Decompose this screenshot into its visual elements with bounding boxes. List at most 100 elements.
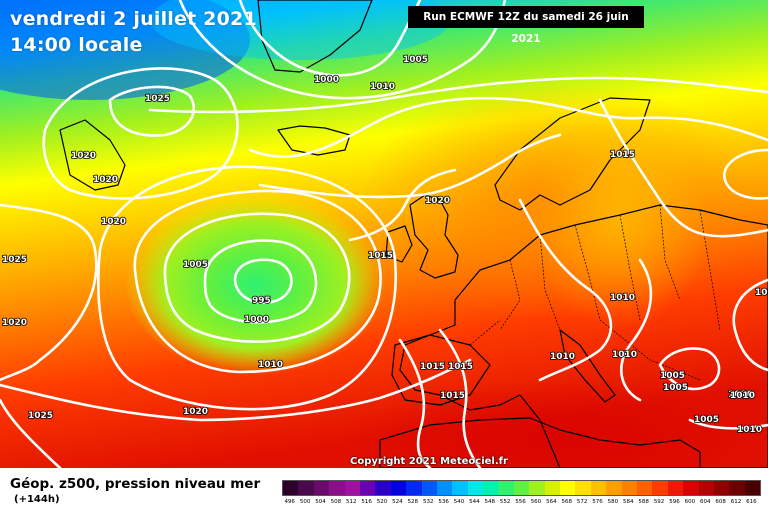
isobar-1015-scandinavia [598,98,768,238]
isobar-label: 995 [252,296,271,306]
color-scale-label: 540 [453,499,465,505]
copyright-notice: Copyright 2021 Meteociel.fr [350,456,508,467]
cold-band-north [150,0,450,60]
color-swatch [683,481,699,495]
color-swatch [729,481,745,495]
color-scale-label: 504 [315,499,326,505]
color-scale-label: 548 [484,499,496,505]
iberia-coast [391,334,491,406]
color-scale-label: 588 [638,499,649,505]
color-scale-label: 564 [546,499,557,505]
color-swatch [375,481,391,495]
isobar-label: 1005 [183,260,208,270]
color-scale-label: 580 [607,499,619,505]
color-swatch [698,481,714,495]
cold-pool-northwest [0,0,250,100]
isobar-label: 1020 [2,318,27,328]
color-scale-label: 508 [330,499,342,505]
color-scale-label: 576 [592,499,603,505]
color-scale-label: 556 [515,499,526,505]
isobar-label: 1010 [258,360,283,370]
iceland-coast [277,125,351,156]
isobar-label: 1015 [440,391,465,401]
color-scale-label: 520 [376,499,388,505]
isobar-label: 1010 [728,390,753,400]
isobar-labels: 1005 1000 1010 1025 1020 1020 1020 1025 1020 1005… [1,54,768,436]
isobar-1005-southeast [688,418,768,430]
color-swatch [621,481,637,495]
isobar-1025-south [0,398,62,468]
color-scale-label: 516 [361,499,372,505]
color-swatch [344,481,360,495]
color-swatch [636,481,653,495]
ireland-coast [385,225,413,263]
color-swatch [452,481,468,495]
isobar-label: 1020 [425,196,450,206]
isobar-label: 1015 [420,362,445,372]
color-swatch [436,481,453,495]
isobar-label: 1005 [694,415,719,425]
color-scale-label: 600 [684,499,696,505]
legend-footer: Géop. z500, pression niveau mer (+144h) … [0,468,768,512]
isobar-label: 1000 [314,75,339,85]
color-swatch [406,481,422,495]
ridge-central-europe [530,110,710,330]
isobar-1010-north [148,76,768,114]
color-swatch [575,481,591,495]
isobar-label: 1005 [755,288,768,298]
model-run-banner: Run ECMWF 12Z du samedi 26 juin 2021 [408,6,644,45]
isobar-1020-west [0,203,98,382]
color-swatch [359,481,376,495]
continental-europe-coast [399,204,768,468]
country-borders [469,204,721,381]
legend-title: Géop. z500, pression niveau mer [10,476,261,492]
color-swatch [498,481,514,495]
scandinavia-coast [494,97,651,211]
isobar-label: 1010 [610,293,635,303]
color-swatch [544,481,561,495]
color-scale-label: 532 [422,499,434,505]
color-swatch [483,481,499,495]
hot-anomaly-mediterranean [340,380,768,468]
pressure-map: 1005 1000 1010 1025 1020 1020 1020 1025 1020 1005… [0,0,768,468]
italy-coast [559,329,616,403]
isobar-1005-east [658,347,721,391]
isobar-label: 1020 [71,151,96,161]
isobar-label: 1025 [145,94,170,104]
color-swatch [283,481,299,495]
isobar-1015-east [722,148,768,200]
color-swatch [390,481,407,495]
color-scale-label: 568 [561,499,572,505]
color-scale-bar [282,480,762,496]
forecast-time: 14:00 locale [10,34,143,56]
color-scale-labels: 496 500 504 508 512 516 520 524 528 532 536 540 544 5… [282,499,759,509]
isobar-1005 [163,212,351,343]
isobar-1025-greenland [108,85,196,137]
isobar-label: 1025 [28,411,53,421]
color-scale-label: 596 [669,499,680,505]
isobar-1020-south [0,358,472,422]
isobar-1015-atlantic [348,168,457,242]
isobar-label: 1010 [730,391,755,401]
low-pressure-anomaly [125,195,385,375]
color-scale-label: 552 [499,499,511,505]
color-swatch [667,481,684,495]
isobar-label: 1010 [550,352,575,362]
color-scale-label: 500 [299,499,311,505]
isobar-label: 1000 [244,315,269,325]
isobar-995 [233,258,293,305]
color-swatch [652,481,668,495]
isobar-1015-low [97,165,397,411]
color-swatch [744,481,761,495]
isobar-1020-greenland [42,67,239,200]
isobar-1015-north [248,96,768,158]
isobar-label: 1015 [368,251,393,261]
isobar-1010-low [133,189,382,374]
color-scale-label: 528 [407,499,419,505]
color-scale-label: 604 [699,499,711,505]
color-swatch [590,481,607,495]
color-scale-label: 536 [438,499,449,505]
color-swatch [467,481,484,495]
isobar-1010-balkans [620,258,653,402]
